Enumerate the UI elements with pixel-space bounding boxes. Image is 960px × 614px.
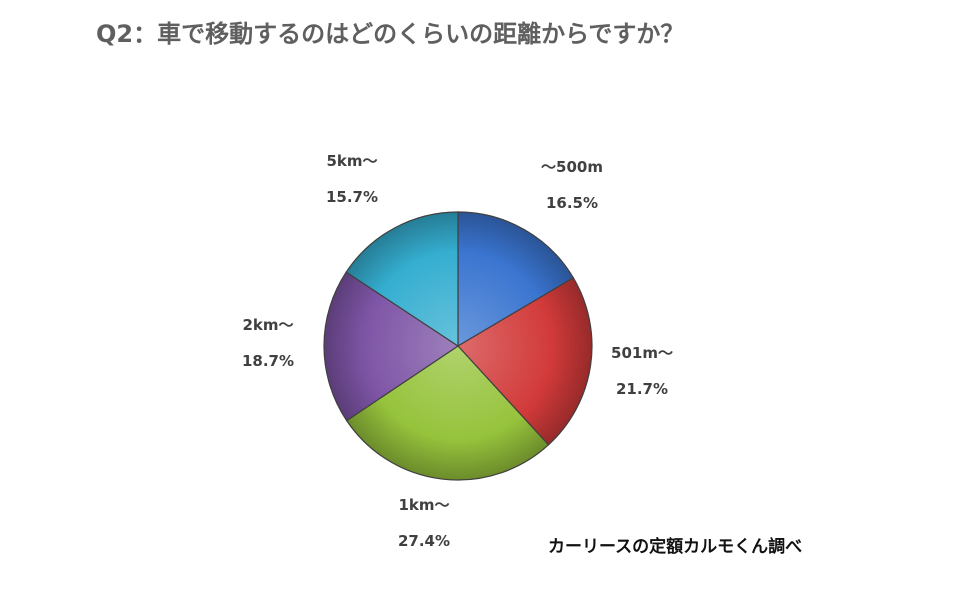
pie-slice [457,211,575,348]
slice-category-label: ～500m [541,158,603,176]
pie-slice [457,276,593,446]
pie-labels: ～500m 16.5% 501m～ 21.7% 1km～ 27.4% 2km～ 18.7% 5k… [242,152,673,550]
chart-title: Q2：車で移動するのはどのくらいの距離からですか？ [96,20,685,48]
slice-value-label: 15.7% [326,188,378,206]
slice-category-label: 5km～ [326,152,377,170]
slice-value-label: 18.7% [242,352,294,370]
pie-slice [345,211,459,348]
pie-slice [323,271,460,422]
slice-value-label: 27.4% [398,532,450,550]
source-note: カーリースの定額カルモくん調べ [548,537,803,557]
slice-value-label: 16.5% [546,194,598,212]
slice-category-label: 1km～ [398,496,449,514]
slice-value-label: 21.7% [616,380,668,398]
pie-slices [323,211,593,481]
pie-slice [345,345,550,481]
slice-category-label: 501m～ [611,344,673,362]
slice-category-label: 2km～ [242,316,293,334]
